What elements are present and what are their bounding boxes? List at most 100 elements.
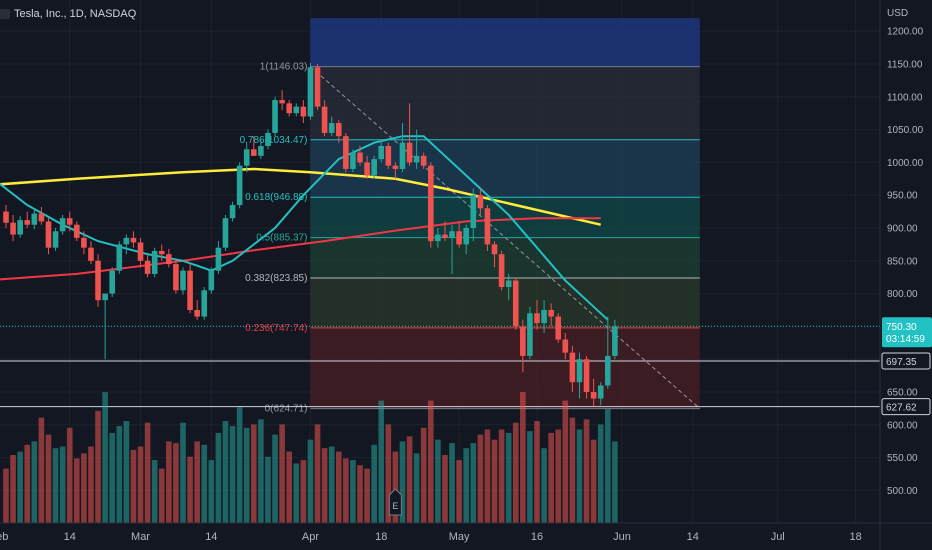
candle-body [428, 165, 434, 242]
candle-body [272, 100, 278, 133]
volume-bar [420, 427, 427, 523]
candle-body [520, 326, 526, 356]
volume-bar [307, 439, 314, 523]
candle-body [173, 264, 179, 291]
bar-countdown: 03:14:59 [886, 334, 925, 345]
candle-body [413, 155, 420, 163]
candle-body [321, 106, 328, 133]
volume-bar [88, 446, 94, 523]
moving-average-line [0, 135, 609, 321]
candle-body [541, 310, 547, 324]
volume-bar [194, 441, 200, 523]
candle-body [59, 218, 66, 232]
volume-bar [74, 458, 80, 523]
candle-body [470, 195, 477, 228]
volume-bar [59, 446, 66, 523]
chart-legend[interactable]: Tesla, Inc., 1D, NASDAQ [0, 8, 136, 20]
volume-bar [562, 400, 569, 523]
candle-body [605, 355, 611, 386]
time-tick-label: Jul [771, 531, 785, 543]
fib-retracement: 1(1146.03) 0.786(1034.47) 0.618(946.88) 0.5… [240, 18, 701, 415]
candle-body [527, 313, 533, 356]
candle-body [137, 242, 144, 261]
volume-bar [364, 468, 370, 523]
time-tick-label: May [449, 531, 470, 543]
candle-body [38, 213, 45, 222]
candle-body [45, 221, 52, 248]
candle-body [314, 67, 321, 107]
volume-bar [3, 468, 9, 523]
volume-bar [102, 392, 108, 523]
candle-body [512, 280, 519, 327]
volume-bar [449, 443, 455, 523]
volume-bar [442, 455, 448, 523]
time-tick-label: 14 [205, 531, 217, 543]
volume-bar [456, 460, 462, 523]
volume-bar [378, 400, 385, 523]
candle-body [399, 142, 406, 169]
candle-body [123, 237, 130, 245]
candle-body [151, 250, 158, 274]
fib-level-label: 0.236(747.74) [245, 323, 307, 334]
candle-body [201, 290, 208, 317]
candle-body [555, 316, 562, 340]
price-axis-background [880, 0, 932, 550]
candle-body [187, 270, 193, 310]
candle-body [88, 247, 94, 261]
volume-bar [520, 392, 526, 523]
volume-bar [286, 451, 292, 523]
price-tick-label: 1100.00 [887, 92, 923, 103]
volume-bar [555, 429, 562, 523]
volume-bar [548, 432, 554, 523]
candle-body [449, 231, 455, 238]
price-tick-label: 550.00 [887, 453, 918, 464]
candle-body [477, 195, 484, 209]
fib-level-label: 1(1146.03) [260, 62, 308, 73]
volume-bar [279, 424, 285, 523]
candle-body [109, 270, 115, 294]
candle-body [180, 270, 186, 291]
candle-body [215, 247, 222, 271]
volume-bar [208, 460, 215, 523]
fib-level-label: 0.618(946.88) [245, 192, 307, 203]
candle-body [442, 234, 448, 238]
candle-body [597, 385, 604, 399]
volume-bar [590, 439, 597, 523]
volume-bars [3, 392, 618, 523]
volume-bar [52, 448, 59, 523]
last-price-badge [882, 317, 932, 348]
volume-bar [17, 451, 23, 523]
fib-zone [310, 237, 700, 278]
candle-body [463, 228, 469, 245]
fib-zone [310, 197, 700, 238]
fib-level-label: 0(624.71) [265, 404, 308, 415]
volume-bar [491, 439, 498, 523]
candle-body [335, 123, 342, 137]
candle-body [385, 146, 392, 166]
candle-body [491, 244, 498, 255]
volume-bar [576, 429, 583, 523]
price-tick-label: 1150.00 [887, 60, 923, 71]
volume-bar [151, 460, 158, 523]
horizontal-line-price: 697.35 [886, 357, 917, 368]
volume-bar [597, 424, 604, 523]
earnings-marker-label: E [392, 501, 398, 511]
volume-bar [24, 444, 31, 523]
volume-bar [222, 421, 229, 523]
volume-bar [463, 448, 469, 523]
candle-body [371, 159, 377, 176]
candle-body [81, 237, 87, 248]
volume-bar [137, 446, 144, 523]
candle-body [208, 270, 215, 291]
candle-body [364, 162, 370, 176]
horizontal-line-badge [881, 398, 931, 416]
volume-bar [31, 441, 38, 523]
fib-zone [310, 66, 700, 140]
volume-bar [229, 426, 236, 523]
price-tick-label: 1200.00 [887, 27, 924, 38]
candle-body [229, 205, 236, 219]
time-tick-label: 14 [64, 531, 76, 543]
candle-body [286, 103, 292, 114]
candle-body [484, 208, 491, 245]
